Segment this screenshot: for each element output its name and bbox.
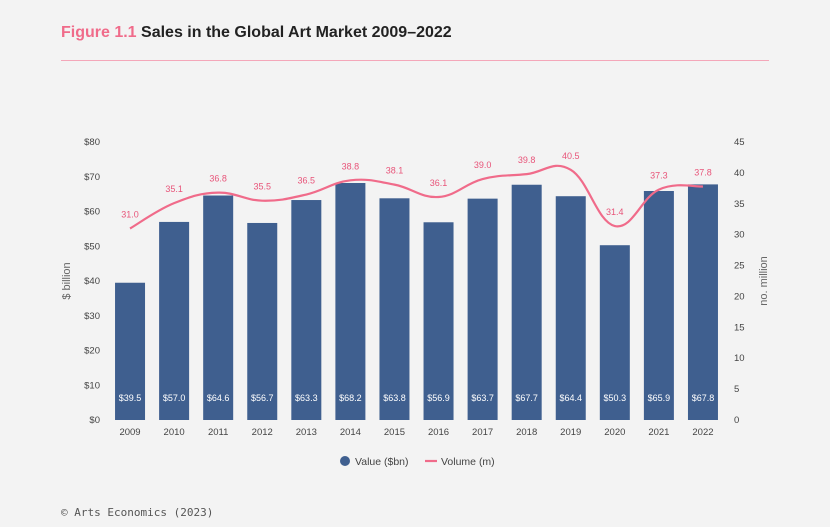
- y-left-tick-label: $80: [84, 137, 100, 148]
- x-tick-label: 2015: [384, 427, 405, 438]
- y-left-axis-label: $ billion: [61, 262, 73, 299]
- y-right-tick-label: 45: [734, 137, 745, 148]
- bar-value-label: $63.7: [471, 393, 494, 403]
- x-tick-label: 2018: [516, 427, 537, 438]
- line-value-label: 39.8: [518, 155, 536, 165]
- x-tick-label: 2012: [252, 427, 273, 438]
- bar-value-label: $67.8: [692, 393, 715, 403]
- line-value-label: 38.1: [386, 166, 404, 176]
- bar-value-label: $56.7: [251, 393, 274, 403]
- x-tick-label: 2021: [648, 427, 669, 438]
- line-value-label: 31.0: [121, 209, 139, 219]
- bar-value-label: $64.4: [559, 393, 582, 403]
- volume-line: [129, 164, 704, 230]
- bar-value-label: $63.3: [295, 393, 318, 403]
- figure-label: Figure 1.1: [61, 24, 137, 41]
- y-left-tick-label: $50: [84, 241, 100, 252]
- bar: [247, 222, 278, 420]
- x-tick-label: 2022: [692, 427, 713, 438]
- bar: [423, 222, 454, 420]
- y-right-tick-label: 10: [734, 353, 745, 364]
- bar: [643, 190, 674, 420]
- line-value-label: 38.8: [342, 161, 360, 171]
- x-tick-label: 2014: [340, 427, 361, 438]
- bar: [203, 195, 234, 420]
- title-divider: [61, 60, 769, 61]
- bar: [467, 198, 498, 420]
- copyright-footer: © Arts Economics (2023): [61, 506, 214, 519]
- x-tick-label: 2019: [560, 427, 581, 438]
- x-tick-label: 2020: [604, 427, 625, 438]
- bar: [115, 282, 146, 420]
- x-tick-label: 2017: [472, 427, 493, 438]
- x-tick-label: 2016: [428, 427, 449, 438]
- y-left-tick-label: $30: [84, 311, 100, 322]
- y-right-tick-label: 5: [734, 384, 739, 395]
- x-tick-label: 2009: [119, 427, 140, 438]
- y-left-tick-label: $60: [84, 207, 100, 218]
- x-tick-label: 2011: [208, 427, 228, 438]
- line-value-label: 35.5: [253, 182, 271, 192]
- y-right-tick-label: 15: [734, 322, 745, 333]
- chart-title: Figure 1.1 Sales in the Global Art Marke…: [61, 24, 452, 42]
- bar: [291, 200, 322, 420]
- bar-value-label: $64.6: [207, 393, 230, 403]
- y-right-tick-label: 40: [734, 168, 745, 179]
- line-value-label: 36.8: [209, 174, 227, 184]
- bar-value-label: $56.9: [427, 393, 450, 403]
- bar: [599, 245, 630, 420]
- bar: [335, 183, 366, 420]
- bar: [379, 198, 410, 420]
- bar: [555, 196, 586, 420]
- bar-value-label: $57.0: [163, 393, 186, 403]
- bar-value-label: $63.8: [383, 393, 406, 403]
- bar-value-label: $50.3: [604, 393, 627, 403]
- bar: [511, 184, 542, 420]
- y-right-tick-label: 30: [734, 230, 745, 241]
- line-value-label: 37.8: [694, 167, 712, 177]
- y-left-tick-label: $0: [89, 415, 100, 426]
- x-tick-label: 2013: [296, 427, 317, 438]
- y-right-tick-label: 25: [734, 261, 745, 272]
- bar-value-label: $39.5: [119, 393, 142, 403]
- line-value-label: 36.5: [298, 176, 316, 186]
- bar-value-label: $67.7: [515, 393, 538, 403]
- y-left-tick-label: $20: [84, 346, 100, 357]
- line-value-label: 40.5: [562, 151, 580, 161]
- y-right-tick-label: 0: [734, 415, 739, 426]
- y-right-axis-label: no. million: [758, 256, 770, 306]
- legend-bar-swatch: [340, 456, 350, 466]
- line-value-label: 37.3: [650, 171, 668, 181]
- y-right-tick-label: 35: [734, 199, 745, 210]
- line-value-label: 31.4: [606, 207, 624, 217]
- x-tick-label: 2010: [164, 427, 185, 438]
- line-value-label: 39.0: [474, 160, 492, 170]
- y-left-tick-label: $40: [84, 276, 100, 287]
- bar: [159, 221, 190, 420]
- chart-title-text: Sales in the Global Art Market 2009–2022: [141, 24, 452, 41]
- line-value-label: 35.1: [165, 184, 183, 194]
- y-left-tick-label: $70: [84, 172, 100, 183]
- y-left-tick-label: $10: [84, 380, 100, 391]
- legend-bar-label: Value ($bn): [355, 456, 409, 468]
- line-value-label: 36.1: [430, 178, 448, 188]
- y-right-tick-label: 20: [734, 291, 745, 302]
- bar-value-label: $65.9: [648, 393, 671, 403]
- legend-line-label: Volume (m): [441, 456, 495, 468]
- bar-value-label: $68.2: [339, 393, 362, 403]
- bar: [687, 184, 718, 420]
